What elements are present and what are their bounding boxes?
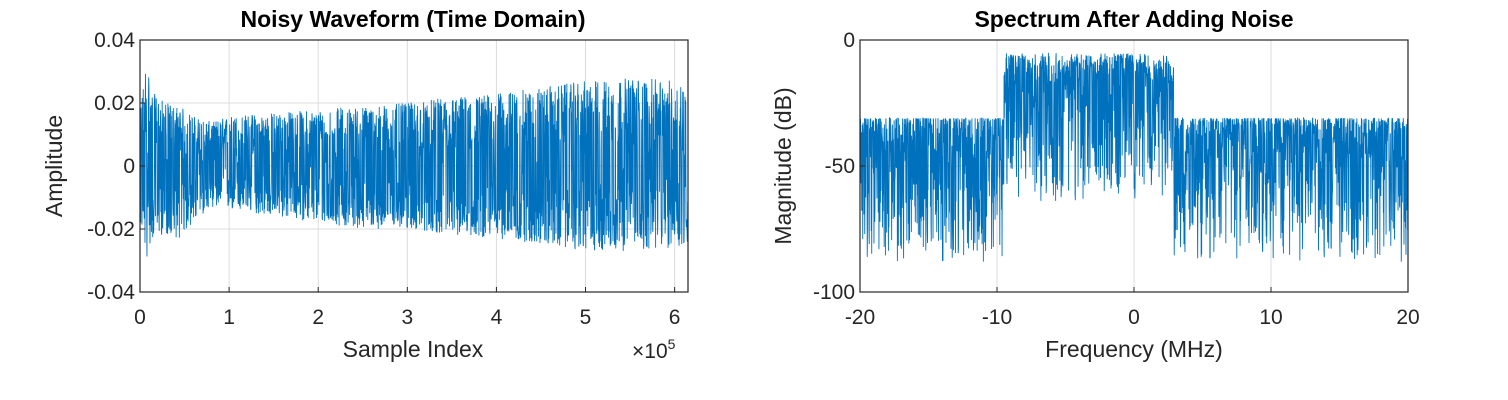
waveform-x-tick-label: 5 — [580, 306, 592, 329]
waveform-series — [139, 73, 689, 257]
waveform-x-tick-label: 2 — [312, 306, 324, 329]
waveform-x-tick-label: 6 — [669, 306, 681, 329]
waveform-x-exponent: ×105 — [632, 336, 676, 363]
spectrum-y-tick-label: 0 — [843, 29, 855, 52]
spectrum-line — [859, 52, 1409, 262]
spectrum-y-tick-label: -50 — [825, 155, 855, 178]
spectrum-plot: Spectrum After Adding Noise -20 -10 0 10 20-… — [770, 6, 1420, 362]
waveform-x-tick-label: 4 — [491, 306, 503, 329]
waveform-xlabel: Sample Index — [343, 336, 484, 362]
spectrum-y-tick-label: -100 — [813, 281, 855, 304]
waveform-x-tick-label: 3 — [401, 306, 413, 329]
spectrum-ylabel: Magnitude (dB) — [770, 87, 796, 244]
waveform-ylabel: Amplitude — [41, 115, 67, 217]
spectrum-x-tick-label: -20 — [845, 306, 875, 329]
spectrum-x-tick-label: 0 — [1128, 306, 1140, 329]
spectrum-xlabel: Frequency (MHz) — [1045, 336, 1223, 362]
spectrum-x-tick-label: 20 — [1396, 306, 1419, 329]
spectrum-title: Spectrum After Adding Noise — [974, 6, 1293, 32]
waveform-y-tick-label: 0 — [123, 155, 135, 178]
waveform-plot: Noisy Waveform (Time Domain) 0 1 2 3 4 5 6 -0.0… — [41, 6, 689, 363]
waveform-y-tick-label: -0.02 — [87, 218, 135, 241]
waveform-y-tick-label: 0.02 — [94, 92, 135, 115]
spectrum-series — [859, 52, 1409, 262]
waveform-x-tick-label: 0 — [134, 306, 146, 329]
waveform-y-tick-label: -0.04 — [87, 281, 135, 304]
waveform-y-tick-label: 0.04 — [94, 29, 135, 52]
waveform-title: Noisy Waveform (Time Domain) — [240, 6, 585, 32]
spectrum-x-tick-label: 10 — [1259, 306, 1282, 329]
waveform-line — [139, 73, 689, 257]
spectrum-x-tick-label: -10 — [982, 306, 1012, 329]
waveform-x-tick-label: 1 — [223, 306, 235, 329]
